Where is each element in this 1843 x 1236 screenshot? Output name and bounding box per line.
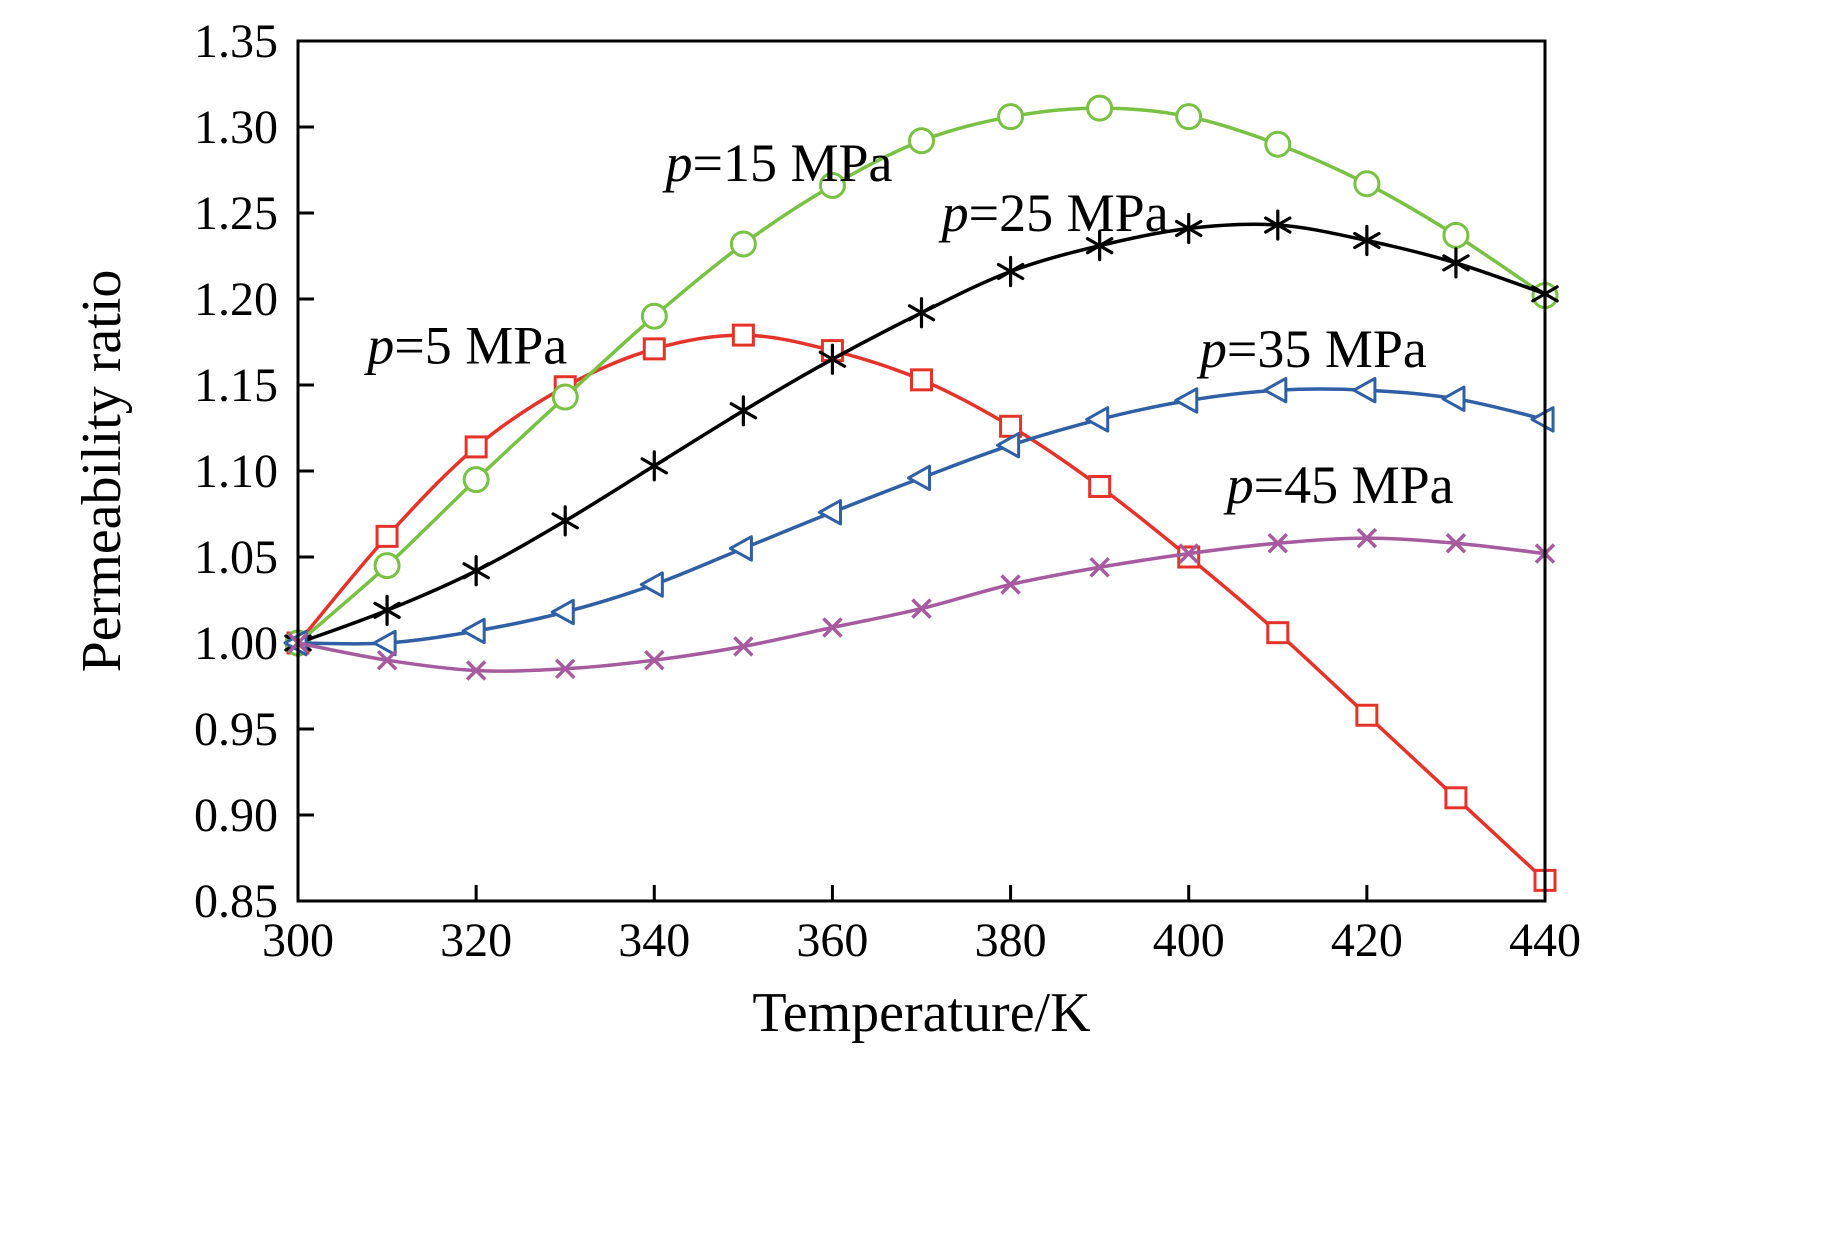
x-axis-label: Temperature/K (752, 982, 1090, 1044)
annotation-3: p=5 MPa (363, 315, 567, 375)
annotation-1: p=15 MPa (662, 133, 893, 193)
x-tick-label: 440 (1509, 914, 1581, 967)
chart-background (40, 16, 1843, 1220)
plot-border (296, 39, 1547, 903)
x-tick-label: 380 (975, 914, 1047, 967)
series-p35-mpa (283, 376, 1555, 657)
annotation-5: p=45 MPa (1223, 455, 1454, 515)
y-axis: 0.85 0.90 0.95 1.00 1.05 1.10 1.15 1.20 1.25 1.30… (194, 16, 314, 928)
y-tick-label: 1.20 (194, 273, 278, 326)
y-tick-label: 1.35 (194, 16, 278, 68)
y-tick-label: 1.10 (194, 445, 278, 498)
series-p15-mpa (284, 94, 1559, 657)
x-tick-label: 300 (262, 914, 334, 967)
y-tick-label: 1.30 (194, 101, 278, 154)
x-axis: 300 320 340 360 380 400 420 440 (262, 885, 1581, 967)
y-tick-label: 0.90 (194, 789, 278, 842)
y-tick-label: 0.95 (194, 703, 278, 756)
annotation-2: p=25 MPa (938, 183, 1169, 243)
permeability-temperature-chart: 300 320 340 360 380 400 420 440 0.85 0.90 0.95 1.00… (40, 16, 1843, 1220)
x-tick-label: 320 (440, 914, 512, 967)
y-tick-label: 1.25 (194, 187, 278, 240)
series-p45-mpa (287, 527, 1556, 681)
y-tick-label: 1.15 (194, 359, 278, 412)
y-tick-label: 1.00 (194, 617, 278, 670)
series-p5-mpa (286, 323, 1557, 892)
x-tick-label: 360 (796, 914, 868, 967)
y-tick-label: 1.05 (194, 531, 278, 584)
x-tick-label: 420 (1331, 914, 1403, 967)
y-tick-label: 0.85 (194, 875, 278, 928)
y-axis-label: Permeability ratio (71, 270, 133, 673)
x-tick-label: 400 (1153, 914, 1225, 967)
annotation-4: p=35 MPa (1196, 319, 1427, 379)
chart-canvas: 300 320 340 360 380 400 420 440 0.85 0.90 0.95 1.00… (40, 16, 1843, 1220)
x-tick-label: 340 (618, 914, 690, 967)
series-line-p15-mpa (296, 106, 1546, 645)
